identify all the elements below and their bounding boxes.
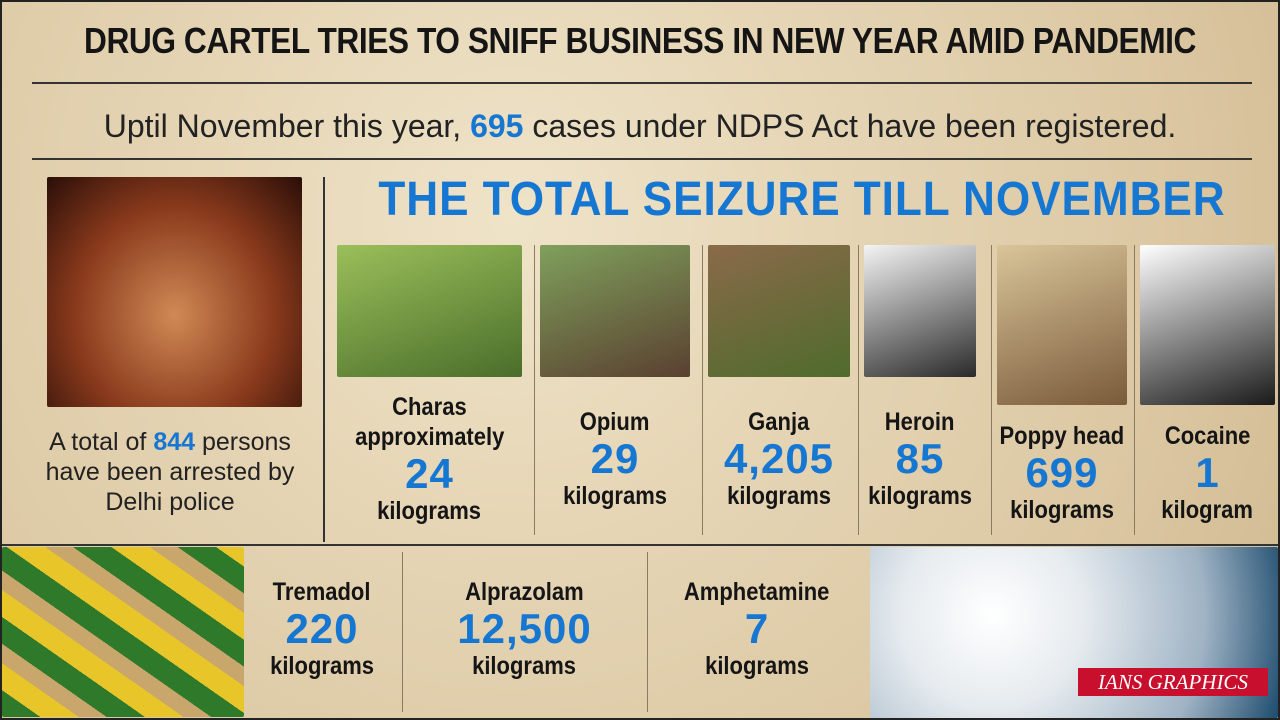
amount: 29 xyxy=(590,435,640,482)
drug-name: Heroin xyxy=(885,408,955,436)
unit: kilograms xyxy=(270,652,374,680)
unit: kilograms xyxy=(1010,496,1114,524)
title: DRUG CARTEL TRIES TO SNIFF BUSINESS IN N… xyxy=(84,20,1196,61)
drug-name: Tremadol xyxy=(273,578,371,606)
drug-photo xyxy=(997,245,1127,405)
case-count: 695 xyxy=(470,108,524,144)
qualifier: approximately xyxy=(354,423,505,451)
drug-photo xyxy=(1140,245,1275,405)
seizure-heading: THE TOTAL SEIZURE TILL NOVEMBER xyxy=(378,173,1226,226)
arrest-text: A total of xyxy=(49,428,147,456)
pill-item: Amphetamine 7 kilograms xyxy=(652,554,862,704)
amount: 12,500 xyxy=(457,605,592,652)
amount: 85 xyxy=(895,435,945,482)
pill-item: Tremadol 220 kilograms xyxy=(247,554,397,704)
divider xyxy=(323,177,325,542)
amount: 220 xyxy=(285,605,359,652)
credit: IANS GRAPHICS xyxy=(1078,668,1268,696)
amount: 7 xyxy=(744,605,770,652)
drug-name: Opium xyxy=(580,408,650,436)
seizure-item: Cocaine 1 kilogram xyxy=(1132,409,1278,537)
drug-name: Ganja xyxy=(748,408,810,436)
separator xyxy=(647,552,648,712)
arrest-text: persons have been arrested by Delhi poli… xyxy=(45,428,295,516)
pill-item: Alprazolam 12,500 kilograms xyxy=(407,554,642,704)
drug-name: Amphetamine xyxy=(684,578,830,606)
handcuffs-photo xyxy=(47,177,302,407)
separator xyxy=(402,552,403,712)
arrest-count: 844 xyxy=(153,428,196,456)
capsules-photo xyxy=(2,547,244,717)
unit: kilograms xyxy=(472,652,577,680)
drug-photo xyxy=(708,245,850,377)
divider xyxy=(2,544,1278,546)
drug-photo xyxy=(864,245,976,377)
amount: 4,205 xyxy=(723,435,835,482)
subtitle: Uptil November this year, 695 cases unde… xyxy=(2,108,1278,145)
seizure-item: Heroin 85 kilograms xyxy=(856,381,984,537)
unit: kilogram xyxy=(1161,496,1254,524)
drug-name: Poppy head xyxy=(999,422,1125,450)
arrest-note: A total of 844 persons have been arreste… xyxy=(20,427,320,517)
drug-name: Charas xyxy=(392,393,467,421)
amount: 1 xyxy=(1195,449,1220,496)
separator xyxy=(534,245,535,535)
amount: 699 xyxy=(1025,449,1099,496)
unit: kilograms xyxy=(377,497,482,525)
seizure-item: Poppy head 699 kilograms xyxy=(989,409,1135,537)
unit: kilograms xyxy=(705,652,809,680)
divider xyxy=(32,158,1252,160)
separator xyxy=(991,245,992,535)
seizure-item: Ganja 4,205 kilograms xyxy=(700,381,858,537)
subtitle-text: Uptil November this year, xyxy=(103,108,462,144)
drug-name: Cocaine xyxy=(1164,422,1251,450)
drug-photo xyxy=(337,245,522,377)
amount: 24 xyxy=(405,450,454,497)
separator xyxy=(1134,245,1135,535)
separator xyxy=(858,245,859,535)
seizure-item: Charas approximately 24 kilograms xyxy=(329,381,530,537)
divider xyxy=(32,82,1252,84)
drug-photo xyxy=(540,245,690,377)
unit: kilograms xyxy=(868,482,972,510)
separator xyxy=(702,245,703,535)
seizure-item: Opium 29 kilograms xyxy=(532,381,698,537)
unit: kilograms xyxy=(727,482,831,510)
subtitle-text: cases under NDPS Act have been registere… xyxy=(532,108,1177,144)
drug-name: Alprazolam xyxy=(465,578,584,606)
unit: kilograms xyxy=(563,482,667,510)
